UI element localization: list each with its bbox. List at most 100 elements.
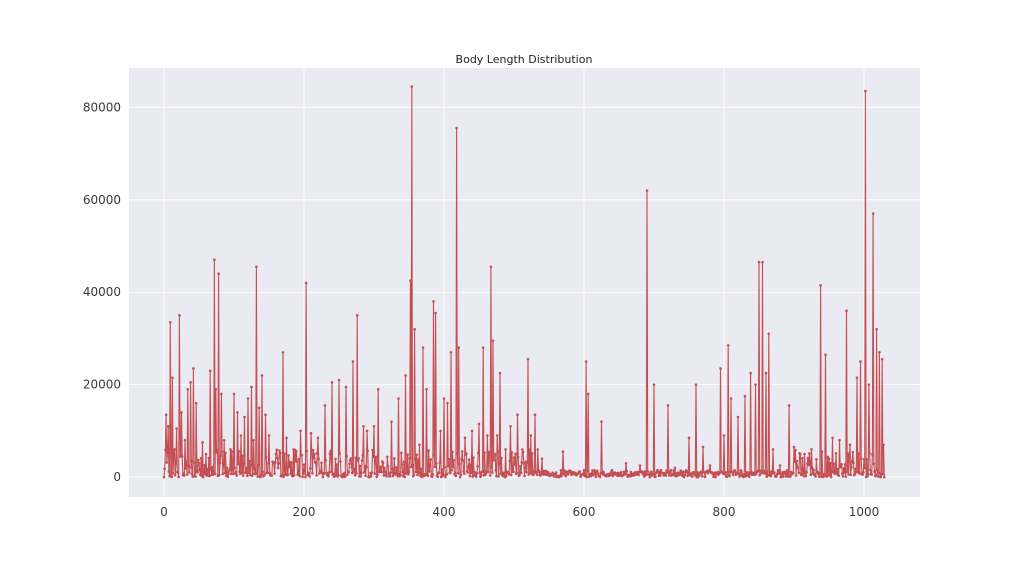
data-point bbox=[227, 472, 230, 475]
data-point bbox=[845, 470, 849, 474]
data-point bbox=[308, 475, 311, 478]
data-point bbox=[795, 459, 799, 463]
data-point bbox=[687, 471, 690, 475]
data-point bbox=[483, 451, 486, 454]
data-point bbox=[610, 468, 614, 472]
data-point bbox=[832, 462, 836, 466]
data-point bbox=[185, 460, 188, 463]
data-point bbox=[443, 465, 447, 469]
data-point bbox=[659, 474, 662, 477]
data-point bbox=[602, 470, 605, 474]
data-point bbox=[302, 472, 305, 475]
data-point bbox=[870, 473, 873, 476]
data-point bbox=[467, 458, 471, 461]
data-point bbox=[481, 470, 484, 473]
data-point bbox=[372, 455, 375, 459]
data-point bbox=[335, 463, 339, 466]
data-point bbox=[598, 475, 602, 479]
data-point bbox=[719, 367, 722, 370]
data-point bbox=[317, 457, 321, 461]
data-point bbox=[447, 458, 451, 461]
data-point bbox=[539, 474, 542, 477]
data-point bbox=[526, 357, 530, 361]
data-point bbox=[250, 474, 254, 478]
data-point bbox=[701, 475, 704, 478]
data-point bbox=[300, 453, 304, 457]
data-point bbox=[559, 468, 563, 472]
data-point bbox=[817, 475, 821, 478]
data-point bbox=[219, 454, 222, 457]
data-point bbox=[223, 471, 227, 475]
data-point bbox=[411, 463, 414, 467]
data-point bbox=[476, 465, 479, 468]
chart-title: Body Length Distribution bbox=[456, 53, 593, 66]
data-point bbox=[536, 448, 540, 451]
x-tick-label: 800 bbox=[713, 505, 736, 519]
data-point bbox=[241, 454, 244, 458]
data-point bbox=[439, 429, 442, 433]
data-point bbox=[399, 473, 402, 477]
data-point bbox=[819, 283, 822, 287]
data-point bbox=[442, 397, 446, 400]
data-point bbox=[544, 469, 548, 473]
data-point bbox=[316, 451, 319, 455]
data-point bbox=[584, 360, 588, 363]
data-point bbox=[738, 473, 742, 477]
data-point bbox=[848, 454, 851, 457]
data-point bbox=[229, 448, 232, 451]
data-point bbox=[267, 462, 270, 465]
data-point bbox=[352, 470, 356, 473]
data-point bbox=[186, 387, 190, 391]
data-point bbox=[519, 471, 523, 475]
data-point bbox=[866, 472, 870, 476]
data-point bbox=[201, 475, 205, 479]
data-point bbox=[815, 457, 818, 461]
y-tick-label: 40000 bbox=[83, 285, 121, 299]
data-point bbox=[449, 351, 453, 354]
data-point bbox=[295, 449, 298, 453]
data-point bbox=[274, 452, 278, 456]
data-point bbox=[172, 453, 176, 456]
data-point bbox=[167, 470, 171, 473]
data-point bbox=[512, 456, 516, 460]
data-point bbox=[652, 383, 656, 386]
data-point bbox=[275, 448, 279, 452]
data-point bbox=[327, 471, 331, 474]
data-point bbox=[769, 474, 773, 478]
data-point bbox=[609, 473, 612, 477]
data-point bbox=[491, 471, 494, 474]
data-point bbox=[183, 438, 187, 442]
data-point bbox=[320, 461, 323, 465]
data-point bbox=[328, 452, 332, 455]
data-point bbox=[179, 453, 183, 456]
data-point bbox=[712, 475, 715, 479]
data-point bbox=[385, 475, 388, 478]
data-point bbox=[339, 460, 342, 463]
data-point bbox=[509, 424, 512, 428]
tick-labels: 0 200 400 600 800 1000 0 20000 40000 60000 80000 bbox=[83, 100, 879, 519]
data-point bbox=[693, 471, 696, 474]
data-point bbox=[758, 473, 761, 477]
data-point bbox=[267, 434, 271, 437]
data-point bbox=[446, 464, 450, 468]
data-point bbox=[456, 471, 460, 475]
data-point bbox=[477, 451, 480, 455]
data-point bbox=[304, 475, 307, 479]
data-point bbox=[600, 420, 603, 423]
data-point bbox=[287, 454, 290, 457]
data-point bbox=[244, 471, 248, 475]
data-point bbox=[691, 475, 694, 478]
data-point bbox=[814, 475, 817, 478]
data-point bbox=[458, 462, 461, 466]
data-point bbox=[191, 475, 194, 478]
data-point bbox=[591, 469, 594, 472]
data-point bbox=[289, 472, 293, 475]
data-point bbox=[345, 454, 349, 458]
data-point bbox=[196, 471, 199, 474]
data-point bbox=[255, 471, 259, 475]
data-point bbox=[875, 327, 878, 331]
data-point bbox=[233, 466, 236, 470]
data-point bbox=[504, 448, 507, 451]
data-point bbox=[535, 471, 538, 474]
data-point bbox=[364, 474, 367, 478]
